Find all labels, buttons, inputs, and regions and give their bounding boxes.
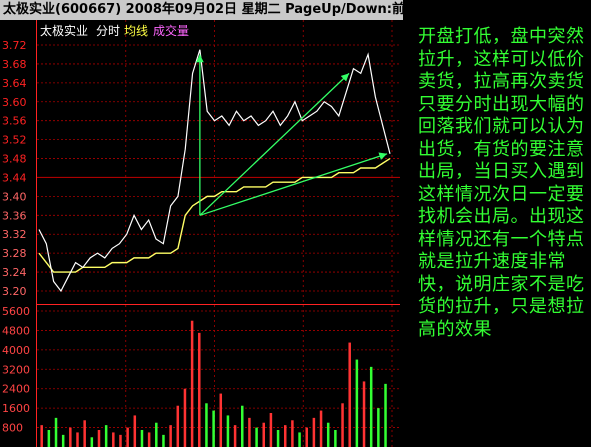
- price-tick-label: 3.48: [2, 153, 27, 166]
- price-tick-label: 3.52: [2, 134, 27, 147]
- price-tick-label: 3.60: [2, 96, 27, 109]
- volume-bar: [97, 430, 101, 447]
- volume-bar: [40, 425, 43, 447]
- volume-bar: [248, 417, 251, 447]
- volume-bar: [205, 403, 208, 447]
- intraday-chart: 3.72 3.68 3.64 3.60 3.56 3.52 3.48 3.44 3.40 3.36…: [0, 20, 400, 447]
- volume-bar: [334, 430, 337, 447]
- volume-bar: [226, 415, 230, 447]
- annotation-arrow: [199, 152, 388, 216]
- volume-bar: [369, 366, 373, 447]
- price-tick-label: 3.68: [2, 58, 27, 71]
- volume-bar: [269, 413, 273, 447]
- y-tick-labels: 3.72 3.68 3.64 3.60 3.56 3.52 3.48 3.44 3.40 3.36…: [2, 39, 30, 435]
- volume-tick-label: 4800: [2, 324, 30, 337]
- volume-tick-label: 800: [2, 422, 23, 435]
- price-tick-label: 3.44: [2, 171, 27, 184]
- volume-bar: [212, 410, 215, 447]
- average-price-line: [38, 157, 391, 273]
- volume-bar: [262, 422, 266, 447]
- volume-bar: [341, 403, 344, 447]
- volume-tick-label: 1600: [2, 402, 30, 415]
- volume-bars: [40, 320, 387, 447]
- price-tick-label: 3.56: [2, 115, 27, 128]
- volume-bar: [326, 422, 330, 447]
- price-tick-label: 3.24: [2, 266, 27, 279]
- price-tick-label: 3.32: [2, 228, 27, 241]
- volume-bar: [147, 432, 151, 447]
- volume-bar: [241, 405, 244, 447]
- volume-bar: [176, 405, 180, 447]
- price-tick-label: 3.64: [2, 77, 27, 90]
- volume-bar: [219, 393, 223, 447]
- volume-bar: [155, 422, 158, 447]
- volume-bar: [312, 417, 316, 447]
- volume-bar: [283, 425, 287, 447]
- chart-legend: 太极实业 分时 均线 成交量: [40, 23, 189, 38]
- volume-bar: [362, 381, 366, 447]
- legend-stock-name: 太极实业: [40, 23, 88, 38]
- volume-bar: [384, 383, 387, 447]
- price-tick-label: 3.20: [2, 285, 27, 298]
- price-tick-label: 3.36: [2, 209, 27, 222]
- volume-bar: [133, 415, 137, 447]
- volume-bar: [140, 430, 144, 447]
- volume-bar: [355, 359, 359, 447]
- volume-bar: [54, 417, 58, 447]
- annotation-arrows: [195, 54, 388, 216]
- volume-bar: [183, 388, 187, 447]
- volume-bar: [377, 408, 380, 447]
- price-tick-label: 3.40: [2, 190, 27, 203]
- price-tick-label: 3.28: [2, 247, 27, 260]
- volume-bar: [104, 425, 108, 447]
- volume-bar: [276, 430, 280, 447]
- volume-bar: [119, 434, 122, 447]
- volume-bar: [348, 342, 351, 447]
- volume-bar: [319, 410, 323, 447]
- volume-tick-label: 3200: [2, 363, 30, 376]
- volume-bar: [162, 434, 165, 447]
- volume-bar: [61, 434, 65, 447]
- volume-bar: [83, 420, 86, 447]
- volume-bar: [233, 425, 237, 447]
- volume-bar: [90, 437, 94, 447]
- price-line: [38, 49, 391, 293]
- volume-bar: [298, 432, 301, 447]
- annotation-text: 开盘打低，盘中突然拉升，这样可以低价卖货，拉高再次卖货只要分时出现大幅的回落我们…: [418, 26, 585, 340]
- volume-tick-label: 4000: [2, 344, 30, 357]
- volume-bar: [169, 425, 172, 447]
- volume-bar: [198, 332, 201, 447]
- volume-bar: [47, 430, 51, 447]
- legend-vol-label: 成交量: [153, 23, 189, 38]
- legend-time-label: 分时: [96, 24, 120, 38]
- volume-bar: [291, 420, 294, 447]
- price-tick-label: 3.72: [2, 39, 27, 52]
- volume-bar: [305, 427, 308, 447]
- volume-bar: [255, 427, 258, 447]
- volume-bar: [76, 432, 79, 447]
- volume-tick-label: 5600: [2, 305, 30, 318]
- window-title: 太极实业(600667) 2008年09月02日 星期二 PageUp/Down…: [0, 0, 403, 20]
- volume-bar: [112, 432, 115, 447]
- legend-avg-label: 均线: [124, 24, 148, 38]
- annotation-arrow: [199, 72, 350, 216]
- price-lines: [38, 49, 391, 293]
- volume-bar: [126, 427, 129, 447]
- volume-bar: [190, 320, 194, 447]
- volume-bar: [69, 427, 72, 447]
- volume-tick-label: 2400: [2, 383, 30, 396]
